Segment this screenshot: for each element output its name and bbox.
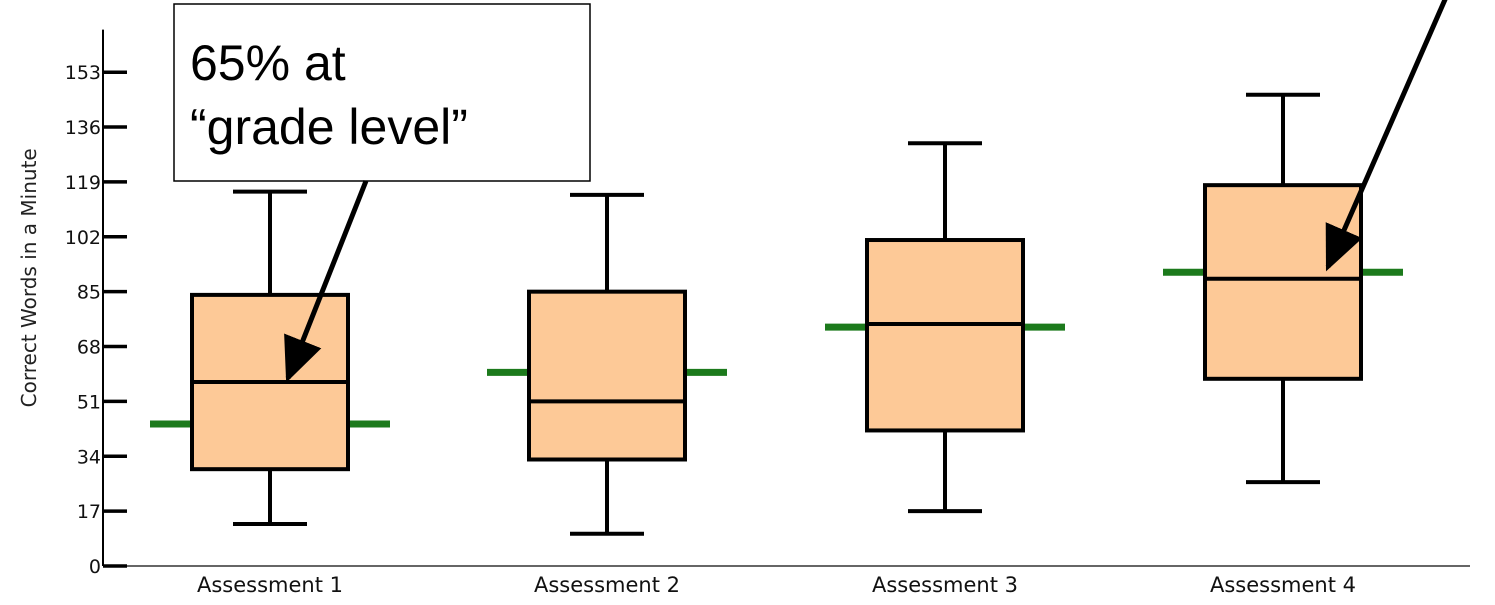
y-tick-label: 102	[65, 227, 101, 249]
y-tick-label: 17	[77, 501, 101, 523]
y-tick-label: 119	[65, 172, 101, 194]
annotation-callout: 65% at “grade level”	[173, 3, 591, 182]
annotation-arrow	[284, 180, 369, 383]
y-tick-label: 85	[77, 282, 101, 304]
iqr-box	[1203, 183, 1363, 381]
annotation-text: “grade level”	[190, 99, 468, 155]
y-axis-title: Correct Words in a Minute	[17, 148, 41, 407]
annotation-arrow-2	[1325, 0, 1448, 272]
iqr-box	[527, 289, 687, 462]
box-3	[825, 141, 1065, 514]
box-2	[487, 192, 727, 536]
y-tick-label: 153	[65, 62, 101, 84]
y-tick-label: 34	[77, 446, 101, 468]
x-category-label: Assessment 4	[1210, 573, 1356, 597]
x-category-label: Assessment 2	[534, 573, 680, 597]
box-4	[1163, 92, 1403, 485]
annotation-box	[173, 3, 591, 182]
y-tick-label: 0	[89, 556, 101, 578]
x-category-label: Assessment 3	[872, 573, 1018, 597]
iqr-box	[865, 238, 1025, 433]
annotation-text: 65% at	[190, 35, 346, 91]
y-tick-label: 51	[77, 391, 101, 413]
x-category-label: Assessment 1	[197, 573, 343, 597]
y-tick-label: 136	[65, 117, 101, 139]
y-tick-label: 68	[77, 337, 101, 359]
box-1	[150, 189, 390, 527]
